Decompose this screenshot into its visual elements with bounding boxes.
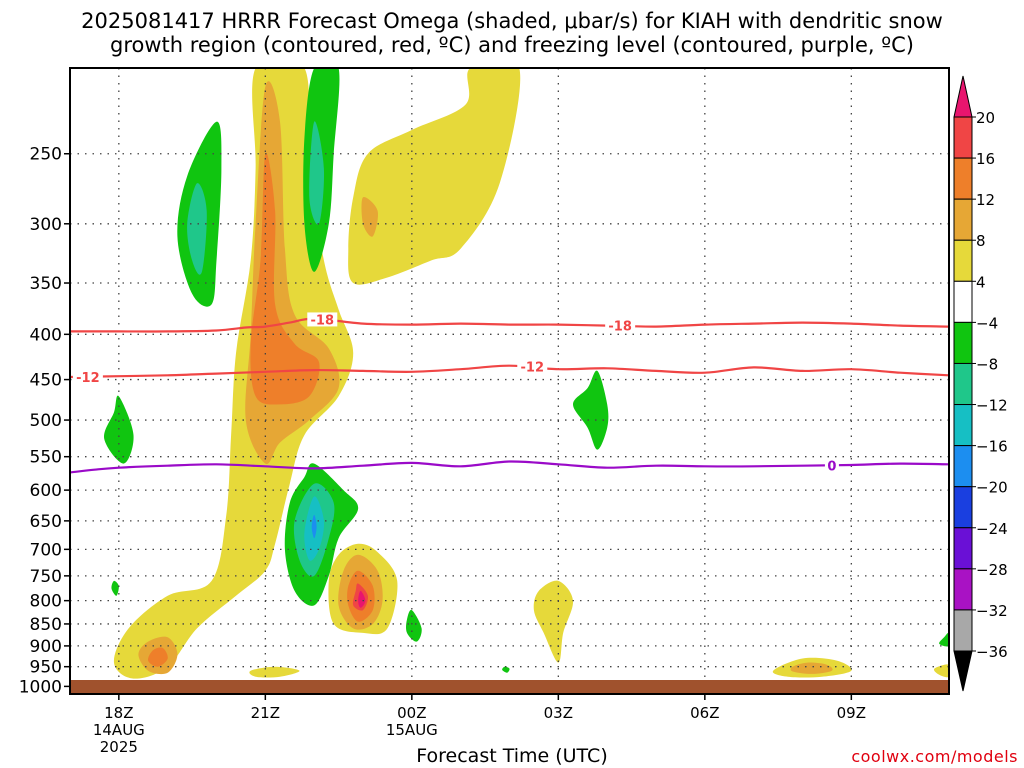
colorbar-label-1: 16 (976, 150, 995, 168)
colorbar-label-5: −4 (976, 314, 998, 332)
colorbar-box-4 (953, 280, 973, 323)
y-tick-label-900: 900 (30, 637, 62, 657)
colorbar-label-6: −8 (976, 355, 998, 373)
contour-dendritic_-12 (70, 364, 949, 379)
colorbar-label-4: 4 (976, 273, 986, 291)
contour-label-dendritic_-18: -18 (608, 320, 632, 335)
omega-region-12 (250, 152, 320, 405)
contour-label-bg (824, 458, 839, 473)
colorbar-label-11: −28 (976, 561, 1008, 579)
y-tick-label-850: 850 (30, 615, 62, 635)
colorbar-top-arrow (953, 75, 973, 118)
colorbar-box-8 (953, 445, 973, 488)
omega-region-0 (113, 68, 354, 679)
y-tick-label-350: 350 (30, 274, 62, 294)
x-tick-label-21Z: 21Z (251, 704, 280, 722)
omega-region-11 (361, 196, 379, 237)
x-axis-label: Forecast Time (UTC) (416, 745, 608, 767)
x-tick-label-03Z: 03Z (544, 704, 573, 722)
omega-shading (104, 68, 949, 679)
chart-title-line1: 2025081417 HRRR Forecast Omega (shaded, … (81, 9, 943, 33)
colorbar-box-11 (953, 568, 973, 611)
y-tick-label-650: 650 (30, 512, 62, 532)
ground-bar (70, 680, 949, 694)
omega-region-21 (573, 370, 609, 450)
colorbar-box-3 (953, 239, 973, 282)
colorbar-label-2: 12 (976, 191, 995, 209)
chart-title-line2: growth region (contoured, red, ºC) and f… (110, 33, 914, 57)
colorbar-bottom-arrow (953, 650, 973, 692)
contour-label-dendritic_-18: -18 (311, 313, 335, 328)
contour-freezing_level_0 (70, 460, 949, 474)
colorbar-label-0: 20 (976, 109, 995, 127)
x-tick-date: 15AUG (386, 721, 438, 739)
omega-region-27 (187, 183, 207, 275)
colorbar-box-12 (953, 609, 973, 652)
contour-label-dendritic_-12: -12 (76, 371, 100, 386)
omega-region-26 (309, 121, 325, 225)
y-tick-label-700: 700 (30, 540, 62, 560)
x-tick-label-00Z: 00Z (397, 704, 426, 722)
omega-region-1 (348, 68, 521, 285)
colorbar-box-10 (953, 527, 973, 570)
contour-label-freezing_level_0: 0 (827, 459, 836, 474)
omega-region-20 (104, 395, 134, 464)
omega-region-23 (111, 580, 119, 596)
omega-region-6 (933, 664, 949, 678)
contour-label-bg (72, 369, 103, 384)
contour-label-dendritic_-12: -12 (521, 360, 545, 375)
plot-frame (69, 67, 950, 695)
contour-dendritic_-18 (70, 317, 949, 333)
colorbar-box-5 (953, 321, 973, 364)
colorbar-label-13: −36 (976, 643, 1008, 661)
x-tick-date: 14AUG (93, 721, 145, 739)
colorbar-label-9: −20 (976, 479, 1008, 497)
site-credit: coolwx.com/models (851, 747, 1018, 766)
omega-region-30 (311, 514, 317, 539)
omega-region-22 (406, 609, 422, 642)
omega-region-16 (358, 590, 366, 608)
colorbar-box-9 (953, 486, 973, 529)
x-tick-label-09Z: 09Z (837, 704, 866, 722)
y-tick-label-1000: 1000 (19, 677, 62, 697)
contour-lines: -18 -18 -12 -12 0 (70, 312, 949, 474)
y-axis: 2503003504004505005506006507007508008509… (19, 145, 70, 697)
x-tick-year: 2025 (100, 738, 138, 756)
y-tick-label-450: 450 (30, 371, 62, 391)
x-tick-label-18Z: 18Z (104, 704, 133, 722)
x-tick-label-06Z: 06Z (690, 704, 719, 722)
y-tick-label-250: 250 (30, 145, 62, 165)
y-tick-label-300: 300 (30, 215, 62, 235)
colorbar-box-0 (953, 116, 973, 159)
y-tick-label-600: 600 (30, 481, 62, 501)
y-tick-label-500: 500 (30, 411, 62, 431)
contour-label-bg (307, 312, 338, 327)
y-tick-label-950: 950 (30, 658, 62, 678)
contour-label-bg (517, 359, 548, 374)
omega-region-25 (939, 632, 949, 647)
contour-label-bg (605, 318, 636, 333)
colorbar: 20 16 12 8 4 −4 −8 −12 −16 −20 −24 −28 −32 −36 (953, 75, 1008, 692)
y-tick-label-550: 550 (30, 448, 62, 468)
omega-region-4 (249, 666, 300, 678)
omega-region-14 (147, 647, 168, 667)
colorbar-box-2 (953, 198, 973, 241)
y-tick-label-400: 400 (30, 325, 62, 345)
colorbar-label-10: −24 (976, 520, 1008, 538)
omega-region-24 (502, 666, 510, 673)
colorbar-label-8: −16 (976, 438, 1008, 456)
colorbar-label-12: −32 (976, 602, 1008, 620)
omega-region-10 (790, 662, 833, 674)
colorbar-box-6 (953, 362, 973, 406)
colorbar-box-1 (953, 157, 973, 200)
y-tick-label-750: 750 (30, 567, 62, 587)
omega-region-3 (533, 580, 574, 663)
colorbar-label-7: −12 (976, 397, 1008, 415)
colorbar-box-7 (953, 404, 973, 447)
colorbar-label-3: 8 (976, 232, 986, 250)
y-tick-label-800: 800 (30, 592, 62, 612)
